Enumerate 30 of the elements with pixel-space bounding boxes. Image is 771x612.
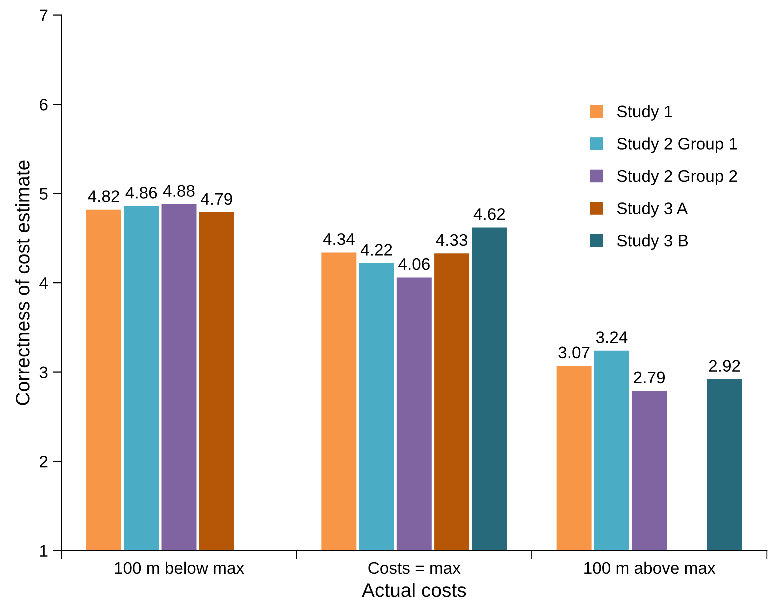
x-tick-label: 100 m below max: [115, 562, 244, 574]
y-tick-label: 5: [40, 188, 48, 200]
legend-label: Study 2 Group 2: [617, 170, 738, 186]
y-tick-label: 4: [40, 278, 48, 290]
data-label: 4.82: [88, 190, 120, 202]
legend-label: Study 2 Group 1: [617, 138, 738, 154]
y-tick-label: 6: [40, 98, 48, 111]
y-tick-label: 1: [40, 545, 48, 557]
y-tick-label: 7: [40, 10, 48, 22]
legend-label: Study 3 A: [617, 202, 688, 218]
legend-label: Study 1: [617, 105, 672, 121]
data-label: 4.33: [436, 234, 468, 246]
data-label: 4.79: [201, 193, 232, 206]
data-label: 3.24: [596, 332, 628, 344]
y-tick-label: 2: [40, 456, 48, 468]
data-label: 4.62: [474, 208, 506, 220]
data-label: 4.22: [360, 244, 392, 256]
data-label: 4.34: [323, 233, 355, 246]
x-tick-label: Costs = max: [368, 562, 461, 574]
data-label: 4.88: [163, 185, 195, 198]
data-label: 4.06: [398, 258, 430, 270]
data-label: 2.79: [634, 372, 665, 384]
data-label: 2.92: [709, 360, 740, 372]
x-axis-title: Actual costs: [362, 583, 466, 598]
data-label: 4.86: [126, 187, 158, 199]
data-label: 3.07: [558, 346, 590, 359]
y-tick-label: 3: [40, 366, 48, 379]
legend-label: Study 3 B: [617, 234, 688, 250]
y-axis-title: Correctness of cost estimate: [16, 160, 30, 406]
x-tick-label: 100 m above max: [584, 562, 716, 574]
